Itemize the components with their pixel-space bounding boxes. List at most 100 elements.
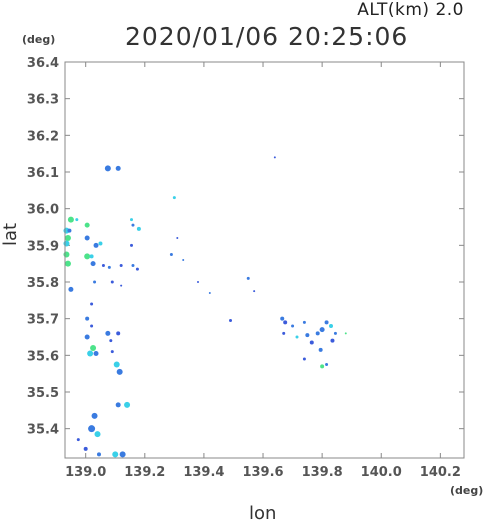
y-tick-label: 35.7 xyxy=(27,313,59,328)
data-point xyxy=(291,324,295,328)
data-point xyxy=(64,260,71,267)
data-point xyxy=(280,316,285,321)
x-tick-label: 140.2 xyxy=(420,465,461,480)
x-tick-label: 140.0 xyxy=(361,465,402,480)
data-point xyxy=(124,401,131,408)
data-point xyxy=(89,254,94,259)
data-point xyxy=(136,226,141,231)
data-point xyxy=(84,334,90,340)
data-point xyxy=(116,331,121,336)
data-point xyxy=(90,345,97,351)
y-tick-label: 35.5 xyxy=(27,386,59,401)
data-point xyxy=(169,253,173,256)
data-point xyxy=(101,264,105,267)
data-point xyxy=(120,284,123,287)
data-point xyxy=(320,364,325,369)
data-point xyxy=(90,324,94,328)
y-tick-label: 36.0 xyxy=(27,203,59,218)
data-point xyxy=(90,261,96,267)
data-point xyxy=(325,363,329,366)
x-tick-label: 139.2 xyxy=(124,465,165,480)
data-point xyxy=(93,242,99,248)
data-point xyxy=(115,402,121,408)
data-point xyxy=(253,290,256,293)
data-point xyxy=(104,165,111,172)
y-tick-label: 36.2 xyxy=(27,129,59,144)
y-axis-unit: (deg) xyxy=(22,33,56,46)
data-point xyxy=(93,280,97,284)
data-point xyxy=(84,235,90,241)
data-point xyxy=(131,223,135,227)
data-point xyxy=(96,452,101,457)
x-axis-unit: (deg) xyxy=(450,484,484,497)
x-axis-label: lon xyxy=(249,503,277,524)
data-point xyxy=(295,335,299,339)
data-point xyxy=(113,361,120,368)
data-point xyxy=(302,320,306,324)
y-tick-label: 35.9 xyxy=(27,239,59,254)
y-tick-label: 36.4 xyxy=(27,56,59,71)
data-point xyxy=(110,350,114,354)
data-points xyxy=(63,156,347,458)
data-point xyxy=(116,368,123,375)
data-point xyxy=(333,331,337,335)
data-point xyxy=(229,319,233,322)
y-tick-label: 35.8 xyxy=(27,276,59,291)
data-point xyxy=(115,165,121,171)
data-point xyxy=(324,320,329,325)
data-point xyxy=(172,196,176,200)
data-point xyxy=(67,228,72,233)
x-tick-label: 139.8 xyxy=(302,465,343,480)
data-point xyxy=(68,286,74,292)
altitude-label: ALT(km) 2.0 xyxy=(357,0,464,20)
axis-ticks: 139.0 139.2 139.4 139.6 139.8 140.0 140.2 35.4 3… xyxy=(27,56,464,480)
plot-frame xyxy=(64,61,465,459)
data-point xyxy=(329,324,333,328)
x-tick-label: 139.4 xyxy=(183,465,224,480)
y-tick-label: 36.1 xyxy=(27,166,59,181)
data-point xyxy=(105,330,111,336)
data-point xyxy=(130,218,133,222)
x-tick-label: 139.0 xyxy=(65,465,106,480)
data-point xyxy=(109,339,113,343)
data-point xyxy=(283,320,288,325)
data-point xyxy=(246,276,250,280)
y-tick-label: 35.4 xyxy=(27,423,59,438)
data-point xyxy=(93,351,99,356)
data-point xyxy=(315,331,320,336)
data-point xyxy=(182,259,185,261)
y-tick-label: 35.6 xyxy=(27,349,59,364)
chart-title-timestamp: 2020/01/06 20:25:06 xyxy=(125,22,409,51)
data-point xyxy=(110,280,114,284)
data-point xyxy=(302,357,306,361)
data-point xyxy=(131,264,135,267)
data-point xyxy=(75,218,79,222)
data-point xyxy=(63,240,70,247)
data-point xyxy=(83,446,88,451)
data-point xyxy=(130,243,133,247)
data-point xyxy=(119,451,126,458)
data-point xyxy=(197,281,199,283)
data-point xyxy=(309,340,314,345)
data-point xyxy=(76,438,80,442)
data-point xyxy=(107,265,111,269)
data-point xyxy=(88,425,96,433)
x-tick-label: 139.6 xyxy=(242,465,283,480)
y-tick-label: 36.3 xyxy=(27,93,59,108)
data-point xyxy=(64,235,71,241)
data-point xyxy=(119,264,123,267)
data-point xyxy=(208,292,211,294)
data-point xyxy=(305,333,310,338)
data-point xyxy=(273,156,276,159)
data-point xyxy=(90,302,94,306)
data-point xyxy=(85,316,90,321)
data-point xyxy=(330,338,335,343)
data-point xyxy=(63,251,70,258)
data-point xyxy=(84,222,90,228)
data-point xyxy=(84,253,91,260)
data-point xyxy=(91,412,98,419)
data-point xyxy=(94,431,101,438)
data-point xyxy=(344,332,347,335)
data-point xyxy=(176,237,179,239)
